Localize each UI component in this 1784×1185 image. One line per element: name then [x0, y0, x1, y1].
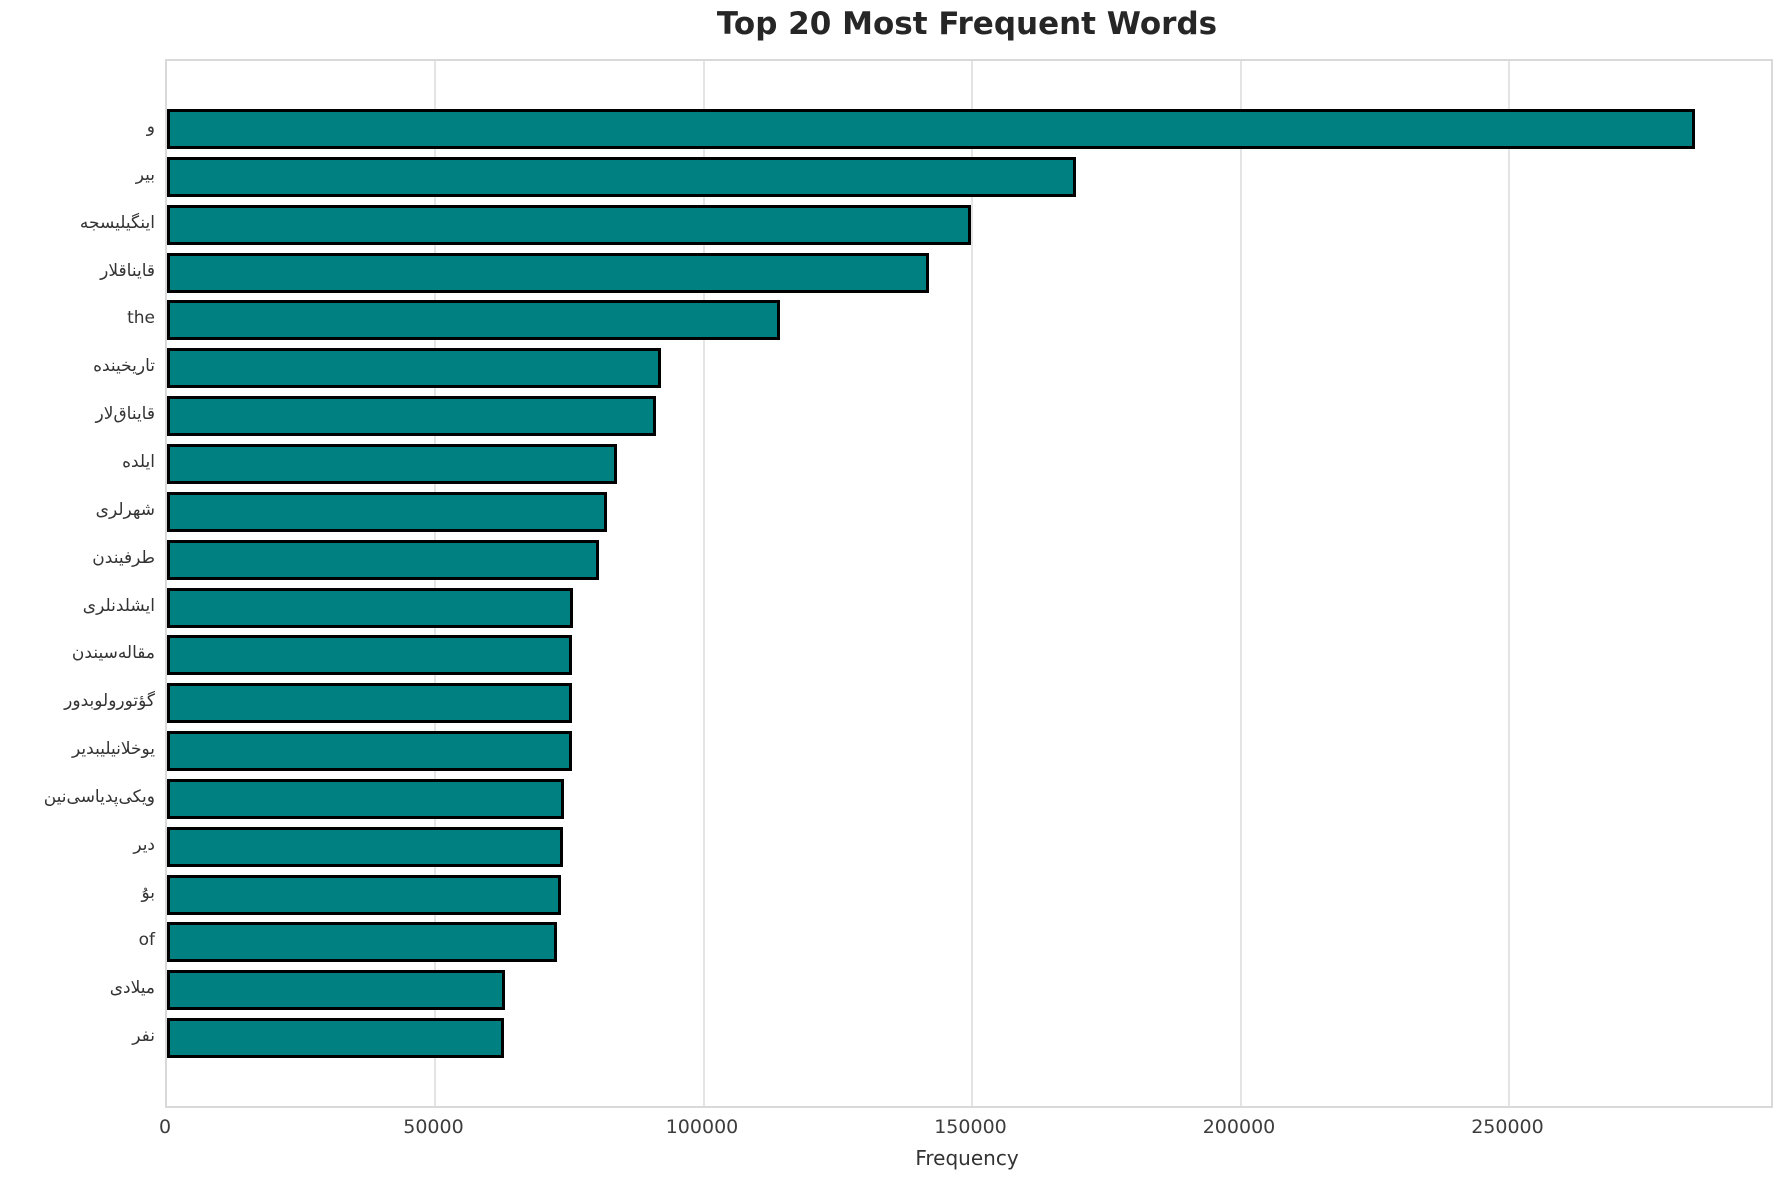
bar	[167, 539, 599, 580]
y-tick-label: the	[127, 308, 155, 329]
x-tick-label: 200000	[1202, 1116, 1276, 1138]
x-tick-label: 0	[158, 1116, 172, 1138]
y-tick-label: تاریخینده	[93, 356, 155, 377]
y-tick-label: یوخلانیلیبدیر	[72, 739, 155, 760]
gridline-200000	[1239, 61, 1242, 1106]
bar	[167, 300, 780, 341]
bar	[167, 587, 573, 628]
bar	[167, 683, 573, 724]
gridline-50000	[434, 61, 437, 1106]
x-tick-label: 150000	[934, 1116, 1007, 1138]
bar	[167, 109, 1695, 149]
y-tick-label: میلادی	[109, 978, 155, 999]
bar	[167, 204, 971, 245]
y-tick-label: بۇ	[141, 882, 155, 903]
y-tick-label: مقاله‌سیندن	[71, 643, 155, 664]
x-tick-label: 100000	[665, 1116, 739, 1138]
y-tick-label: قایناقلار	[100, 260, 155, 281]
bar	[167, 443, 617, 484]
chart-title: Top 20 Most Frequent Words	[716, 6, 1218, 42]
gridline-150000	[971, 61, 974, 1106]
y-tick-label: و	[146, 117, 155, 137]
y-tick-label: ویکی‌پدیاسی‌نین	[43, 786, 155, 807]
gridline-100000	[702, 61, 705, 1106]
y-tick-label: قایناق‌لار	[95, 404, 155, 425]
y-tick-label: شهرلری	[95, 499, 155, 520]
x-tick-label: 50000	[403, 1116, 464, 1138]
y-tick-label: دیر	[133, 834, 155, 855]
bar	[167, 922, 557, 963]
bar	[167, 491, 608, 532]
bar	[167, 826, 563, 867]
y-tick-label: ایشلدنلری	[82, 595, 155, 616]
y-tick-label: بیر	[135, 164, 155, 185]
y-tick-label: طرفیندن	[92, 547, 155, 568]
plot-area	[165, 59, 1773, 1108]
bar	[167, 1018, 504, 1059]
bar	[167, 635, 573, 676]
x-axis-title: Frequency	[915, 1146, 1019, 1170]
bar	[167, 252, 929, 293]
bar	[167, 396, 657, 437]
y-tick-label: گؤتورولوبدور	[64, 691, 155, 712]
bar	[167, 731, 573, 772]
y-tick-label: نفر	[132, 1026, 155, 1047]
bar	[167, 348, 662, 389]
bar	[167, 156, 1077, 197]
y-tick-label: of	[138, 930, 155, 951]
bar	[167, 778, 564, 819]
bar	[167, 874, 562, 915]
gridline-250000	[1508, 61, 1511, 1106]
y-tick-label: ایلده	[122, 451, 155, 472]
bar	[167, 970, 505, 1011]
x-tick-label: 250000	[1471, 1116, 1544, 1138]
y-tick-label: اینگیلیسجه	[79, 212, 155, 233]
